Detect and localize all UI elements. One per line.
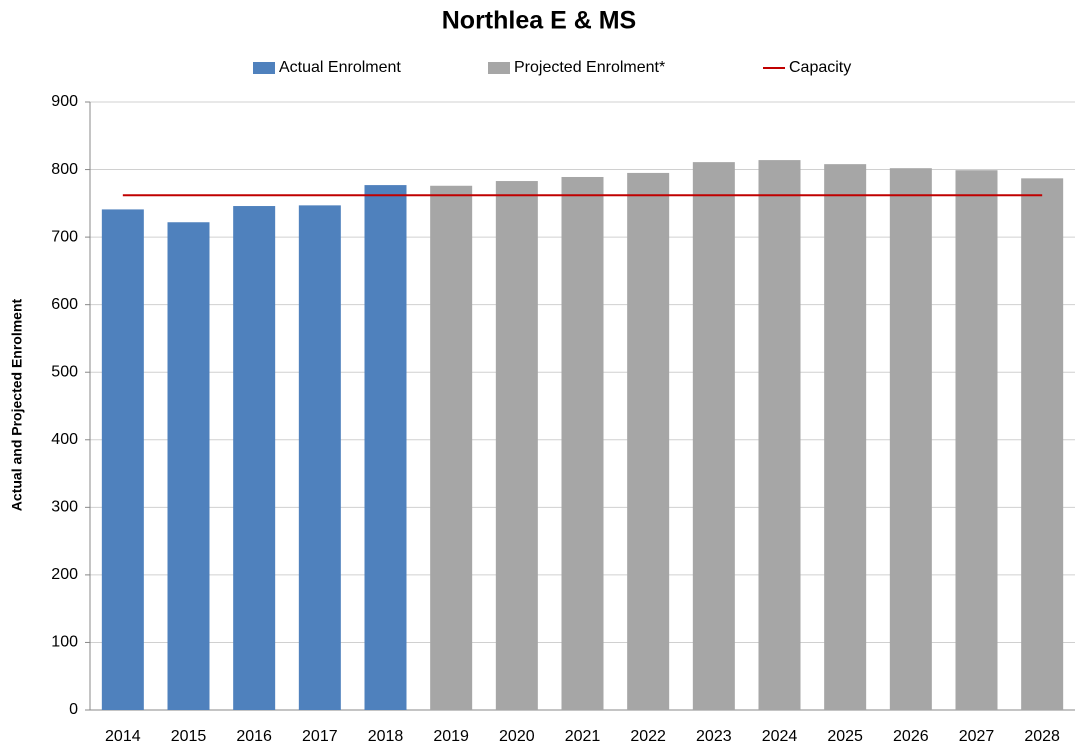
bar <box>627 172 670 710</box>
y-tick-label: 300 <box>51 499 78 516</box>
x-tick-label: 2027 <box>959 728 995 745</box>
legend-label: Capacity <box>789 59 851 76</box>
bar <box>561 176 604 710</box>
bar <box>298 205 341 711</box>
bar <box>758 160 801 710</box>
y-axis-label: Actual and Projected Enrolment <box>9 298 25 511</box>
bar <box>167 222 210 710</box>
bar <box>101 209 144 710</box>
x-tick-label: 2015 <box>171 728 207 745</box>
y-tick-label: 100 <box>51 634 78 651</box>
bar <box>364 185 407 711</box>
y-tick-label: 200 <box>51 566 78 583</box>
bar <box>495 181 538 711</box>
bar <box>1021 178 1064 711</box>
x-tick-label: 2024 <box>762 728 798 745</box>
x-tick-label: 2018 <box>368 728 404 745</box>
legend-label: Projected Enrolment* <box>514 59 665 76</box>
bar <box>233 206 276 710</box>
x-tick-label: 2028 <box>1024 728 1060 745</box>
y-tick-label: 0 <box>69 701 78 718</box>
bar <box>430 185 473 710</box>
bar <box>955 170 998 711</box>
x-tick-label: 2023 <box>696 728 732 745</box>
legend-swatch <box>488 62 510 74</box>
chart-title: Northlea E & MS <box>442 7 636 35</box>
x-tick-label: 2022 <box>630 728 666 745</box>
x-tick-label: 2017 <box>302 728 338 745</box>
y-tick-label: 600 <box>51 296 78 313</box>
bar <box>889 168 932 710</box>
x-tick-label: 2026 <box>893 728 929 745</box>
y-tick-label: 500 <box>51 363 78 380</box>
x-tick-label: 2021 <box>565 728 601 745</box>
y-tick-label: 700 <box>51 228 78 245</box>
x-tick-label: 2014 <box>105 728 141 745</box>
x-tick-label: 2019 <box>433 728 469 745</box>
legend-label: Actual Enrolment <box>279 59 401 76</box>
y-tick-label: 800 <box>51 161 78 178</box>
bar <box>824 164 867 710</box>
x-tick-label: 2025 <box>827 728 863 745</box>
x-tick-label: 2016 <box>236 728 272 745</box>
bar <box>692 162 735 710</box>
y-tick-label: 900 <box>51 93 78 110</box>
y-tick-label: 400 <box>51 431 78 448</box>
x-tick-label: 2020 <box>499 728 535 745</box>
legend-swatch <box>253 62 275 74</box>
